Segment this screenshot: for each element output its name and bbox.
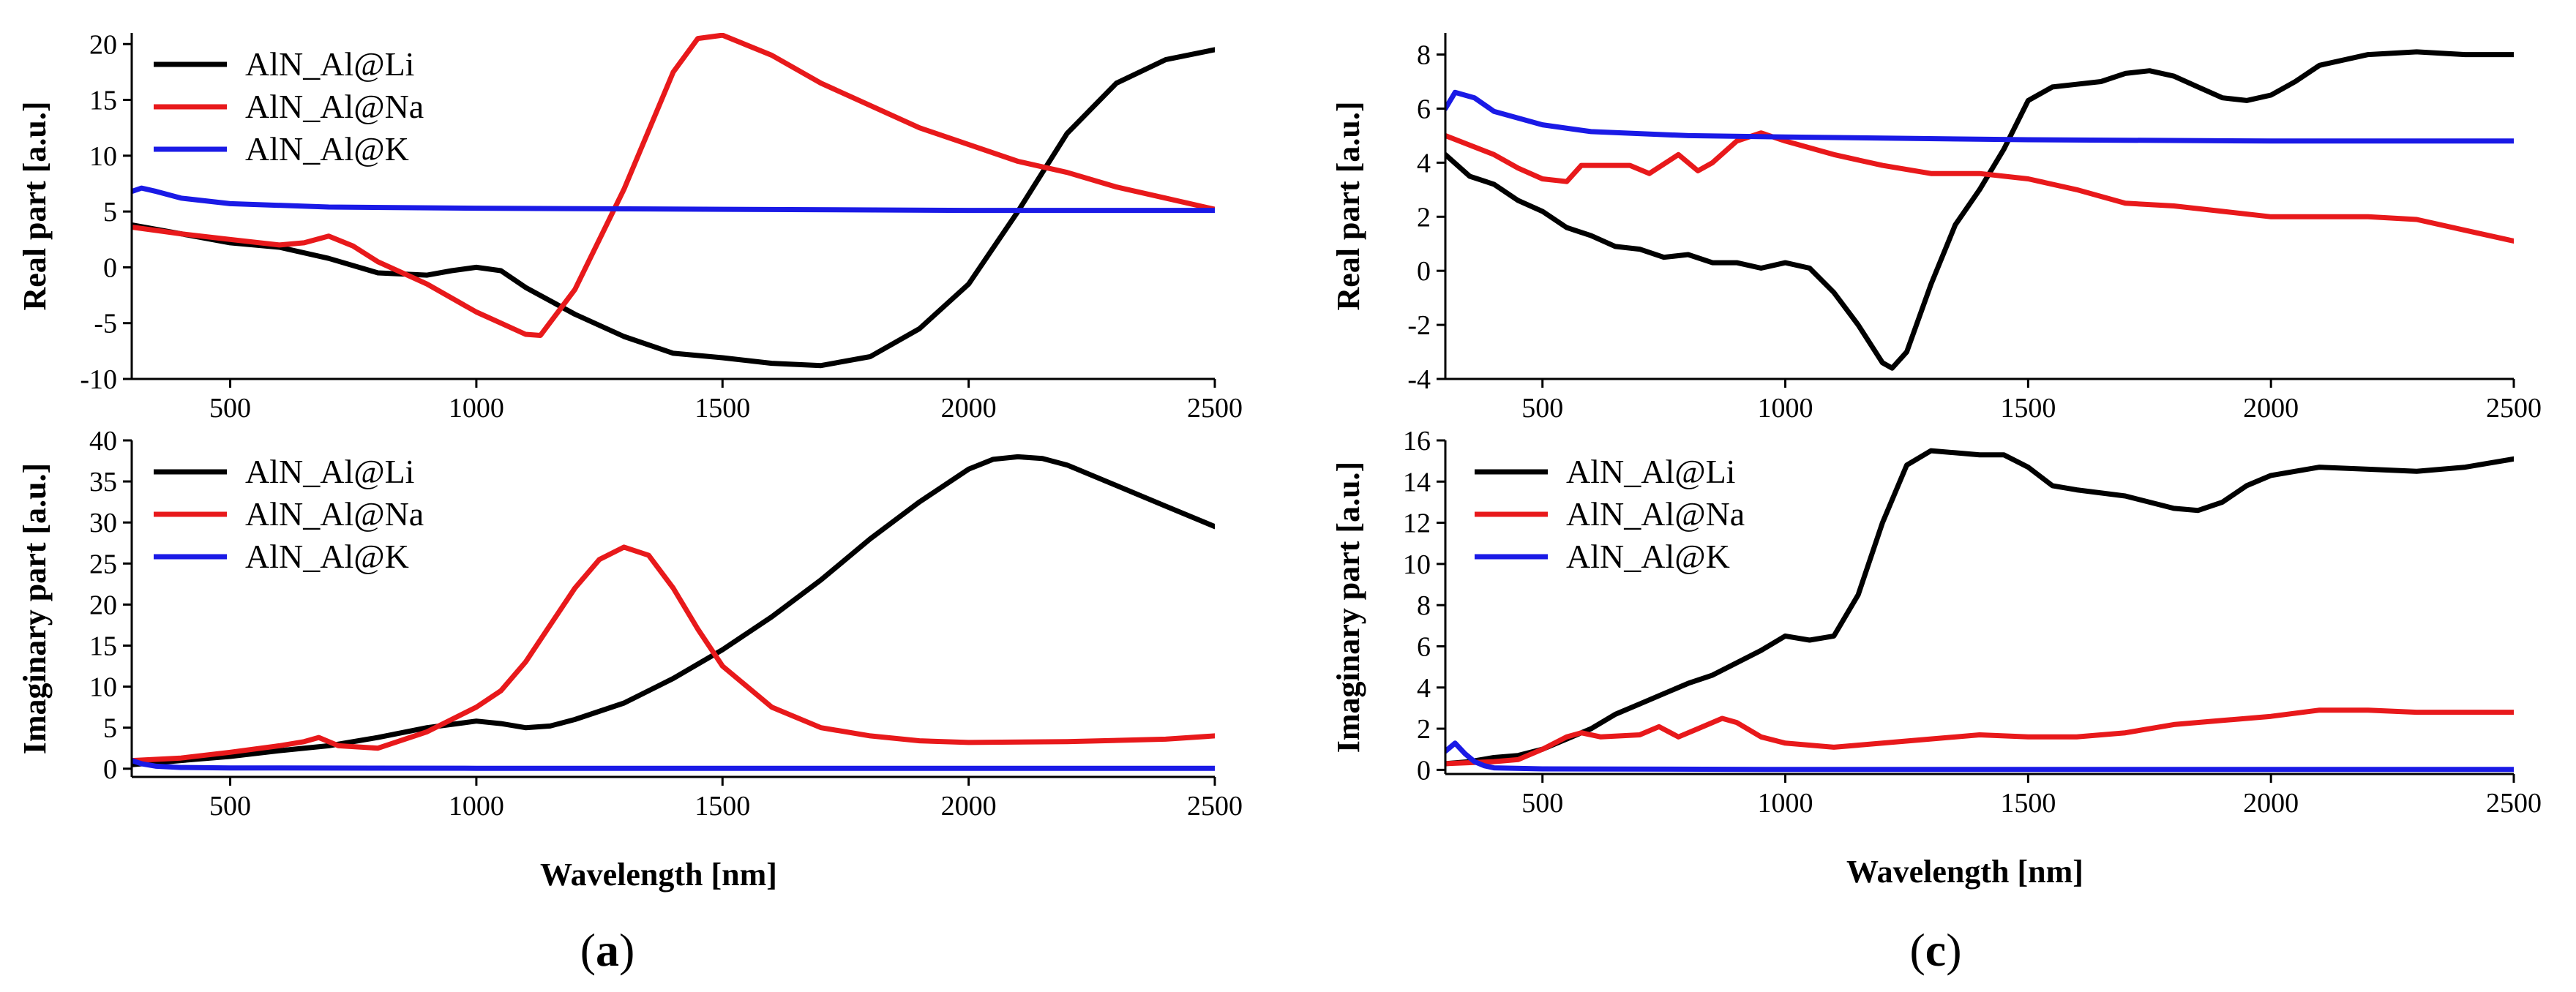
y-tick-label: -5 [94, 309, 117, 339]
x-tick-label: 1500 [2000, 788, 2056, 819]
y-tick-label: 25 [89, 549, 117, 579]
y-tick-label: 14 [1403, 467, 1431, 497]
panel-c-imaginary-part: 500 1000 1500 2000 2500 0 2 4 6 8 10 12 14 16 Imaginar… [1330, 426, 2542, 890]
x-tick-label: 2500 [2486, 393, 2542, 424]
legend-label-na: AlN_Al@Na [1566, 495, 1745, 533]
y-tick-label: 0 [1417, 256, 1431, 287]
legend-label-k: AlN_Al@K [245, 538, 409, 575]
y-tick-label: 15 [89, 86, 117, 116]
y-axis-title: Real part [a.u.] [17, 102, 53, 311]
panel-a-real-part: 500 1000 1500 2000 2500 -10 -5 0 5 10 15 20 Real par… [17, 29, 1243, 424]
panel-a-imaginary-part: 500 1000 1500 2000 2500 0 5 10 15 20 25 30 35 40 Imagi… [17, 426, 1243, 893]
x-axis-title: Wavelength [nm] [1846, 854, 2083, 890]
y-tick-label: 2 [1417, 202, 1431, 233]
panel-label-c-letter: c [1925, 924, 1946, 976]
y-tick-label: 35 [89, 467, 117, 497]
y-axis-title: Imaginary part [a.u.] [1330, 462, 1366, 753]
x-tick-label: 500 [1521, 788, 1563, 819]
legend-label-na: AlN_Al@Na [245, 88, 424, 125]
x-tick-label: 1000 [449, 791, 504, 822]
y-tick-label: 10 [89, 141, 117, 172]
y-tick-label: -4 [1407, 364, 1431, 395]
y-tick-label: -10 [80, 364, 117, 395]
x-tick-label: 2000 [941, 393, 997, 424]
y-tick-label: 16 [1403, 426, 1431, 456]
y-tick-label: 5 [103, 713, 117, 744]
y-tick-label: 8 [1417, 40, 1431, 71]
x-tick-label: 2500 [1187, 791, 1243, 822]
y-tick-label: 12 [1403, 508, 1431, 539]
x-tick-label: 1500 [694, 393, 750, 424]
y-tick-label: 0 [103, 754, 117, 785]
y-tick-label: 4 [1417, 673, 1431, 704]
x-tick-label: 2000 [2243, 788, 2299, 819]
series-line-na [1445, 707, 2514, 767]
panel-label-a: (a) [580, 924, 635, 976]
series-line-na [132, 33, 1215, 338]
y-tick-label: 6 [1417, 94, 1431, 124]
y-tick-label: 0 [103, 252, 117, 283]
panel-label-a-open: ( [580, 924, 596, 976]
panel-label-c-close: ) [1946, 924, 1961, 976]
series-line-k [132, 758, 1215, 771]
series-line-na [132, 544, 1215, 764]
x-tick-label: 1500 [694, 791, 750, 822]
series-line-k [132, 185, 1215, 214]
y-tick-label: 40 [89, 426, 117, 456]
y-tick-label: 20 [89, 29, 117, 60]
y-tick-label: 2 [1417, 714, 1431, 745]
y-tick-label: 0 [1417, 755, 1431, 786]
y-tick-label: 6 [1417, 631, 1431, 662]
series-line-k [1445, 740, 2514, 773]
series-line-li [1445, 49, 2514, 371]
x-tick-label: 1500 [2000, 393, 2056, 424]
panel-label-c-open: ( [1909, 924, 1925, 976]
panel-c-real-part: 500 1000 1500 2000 2500 -4 -2 0 2 4 6 8 Real part [a… [1330, 33, 2542, 424]
panel-label-c: (c) [1909, 924, 1961, 976]
panel-label-a-letter: a [596, 924, 619, 976]
series-line-li [1445, 448, 2514, 767]
x-tick-label: 1000 [449, 393, 504, 424]
x-tick-label: 500 [209, 791, 251, 822]
legend-label-li: AlN_Al@Li [1566, 453, 1735, 490]
y-axis-title: Imaginary part [a.u.] [17, 463, 53, 754]
y-tick-label: 8 [1417, 590, 1431, 621]
y-tick-label: -2 [1407, 310, 1431, 341]
series-line-k [1445, 89, 2514, 144]
y-tick-label: 15 [89, 631, 117, 661]
legend-label-li: AlN_Al@Li [245, 453, 414, 490]
x-tick-label: 1000 [1758, 788, 1813, 819]
y-tick-label: 20 [89, 590, 117, 620]
series-line-li [132, 454, 1215, 767]
x-tick-label: 500 [209, 393, 251, 424]
y-tick-label: 30 [89, 508, 117, 538]
x-tick-label: 500 [1521, 393, 1563, 424]
y-tick-label: 10 [1403, 549, 1431, 580]
x-axis-title: Wavelength [nm] [540, 857, 777, 893]
series-line-na [1445, 130, 2514, 244]
legend-label-k: AlN_Al@K [1566, 538, 1730, 575]
x-tick-label: 1000 [1758, 393, 1813, 424]
legend-label-k: AlN_Al@K [245, 130, 409, 168]
x-tick-label: 2000 [2243, 393, 2299, 424]
x-tick-label: 2500 [1187, 393, 1243, 424]
y-axis-title: Real part [a.u.] [1330, 102, 1366, 311]
y-tick-label: 5 [103, 197, 117, 228]
legend-label-li: AlN_Al@Li [245, 45, 414, 83]
y-tick-label: 10 [89, 672, 117, 703]
x-tick-label: 2000 [941, 791, 997, 822]
legend-label-na: AlN_Al@Na [245, 495, 424, 533]
x-tick-label: 2500 [2486, 788, 2542, 819]
y-tick-label: 4 [1417, 148, 1431, 179]
panel-label-a-close: ) [619, 924, 634, 976]
